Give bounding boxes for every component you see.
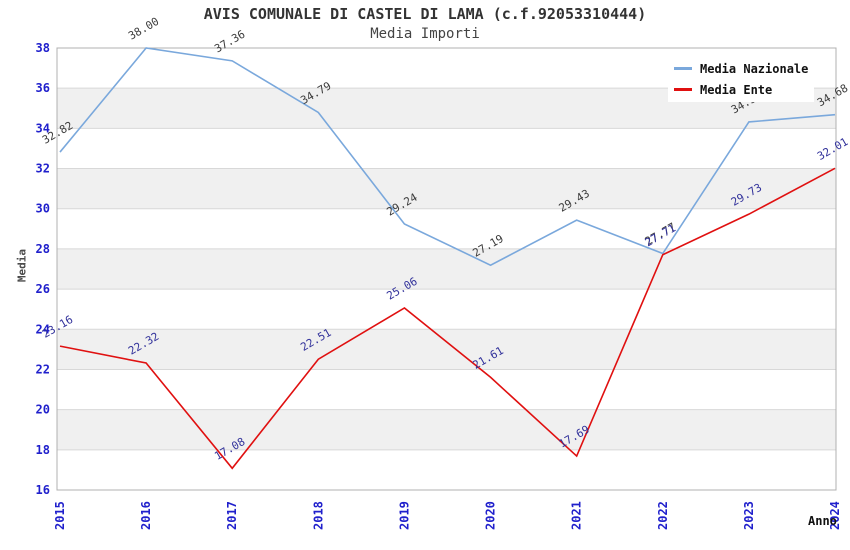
svg-text:2015: 2015 [53, 501, 67, 530]
svg-text:32.01: 32.01 [815, 135, 850, 163]
legend-item-nazionale: Media Nazionale [674, 62, 814, 76]
svg-text:38: 38 [36, 41, 50, 55]
svg-text:38.00: 38.00 [126, 15, 161, 43]
svg-text:2021: 2021 [570, 501, 584, 530]
legend-label-nazionale: Media Nazionale [700, 61, 809, 76]
svg-text:2017: 2017 [225, 501, 239, 530]
svg-text:28: 28 [36, 242, 50, 256]
svg-text:36: 36 [36, 81, 50, 95]
svg-text:2016: 2016 [139, 501, 153, 530]
svg-text:2022: 2022 [656, 501, 670, 530]
svg-text:32: 32 [36, 162, 50, 176]
svg-text:24: 24 [36, 322, 50, 336]
x-axis-title: Anno [808, 514, 837, 528]
svg-text:2024: 2024 [828, 501, 842, 530]
svg-text:2020: 2020 [484, 501, 498, 530]
svg-text:22: 22 [36, 362, 50, 376]
legend-label-ente: Media Ente [700, 82, 773, 97]
svg-text:2019: 2019 [397, 501, 411, 530]
svg-text:2018: 2018 [311, 501, 325, 530]
svg-text:16: 16 [36, 483, 50, 497]
svg-text:2023: 2023 [742, 501, 756, 530]
svg-text:26: 26 [36, 282, 50, 296]
legend-box: Media Nazionale Media Ente [668, 56, 814, 102]
svg-text:34: 34 [36, 121, 50, 135]
line-swatch-nazionale [674, 67, 692, 70]
svg-text:18: 18 [36, 443, 50, 457]
chart-title: AVIS COMUNALE DI CASTEL DI LAMA (c.f.920… [203, 5, 647, 23]
chart-subtitle: Media Importi [370, 26, 480, 42]
svg-text:20: 20 [36, 403, 50, 417]
legend-item-ente: Media Ente [674, 83, 814, 97]
svg-text:37.36: 37.36 [212, 28, 247, 56]
svg-text:30: 30 [36, 202, 50, 216]
line-swatch-ente [674, 88, 692, 91]
